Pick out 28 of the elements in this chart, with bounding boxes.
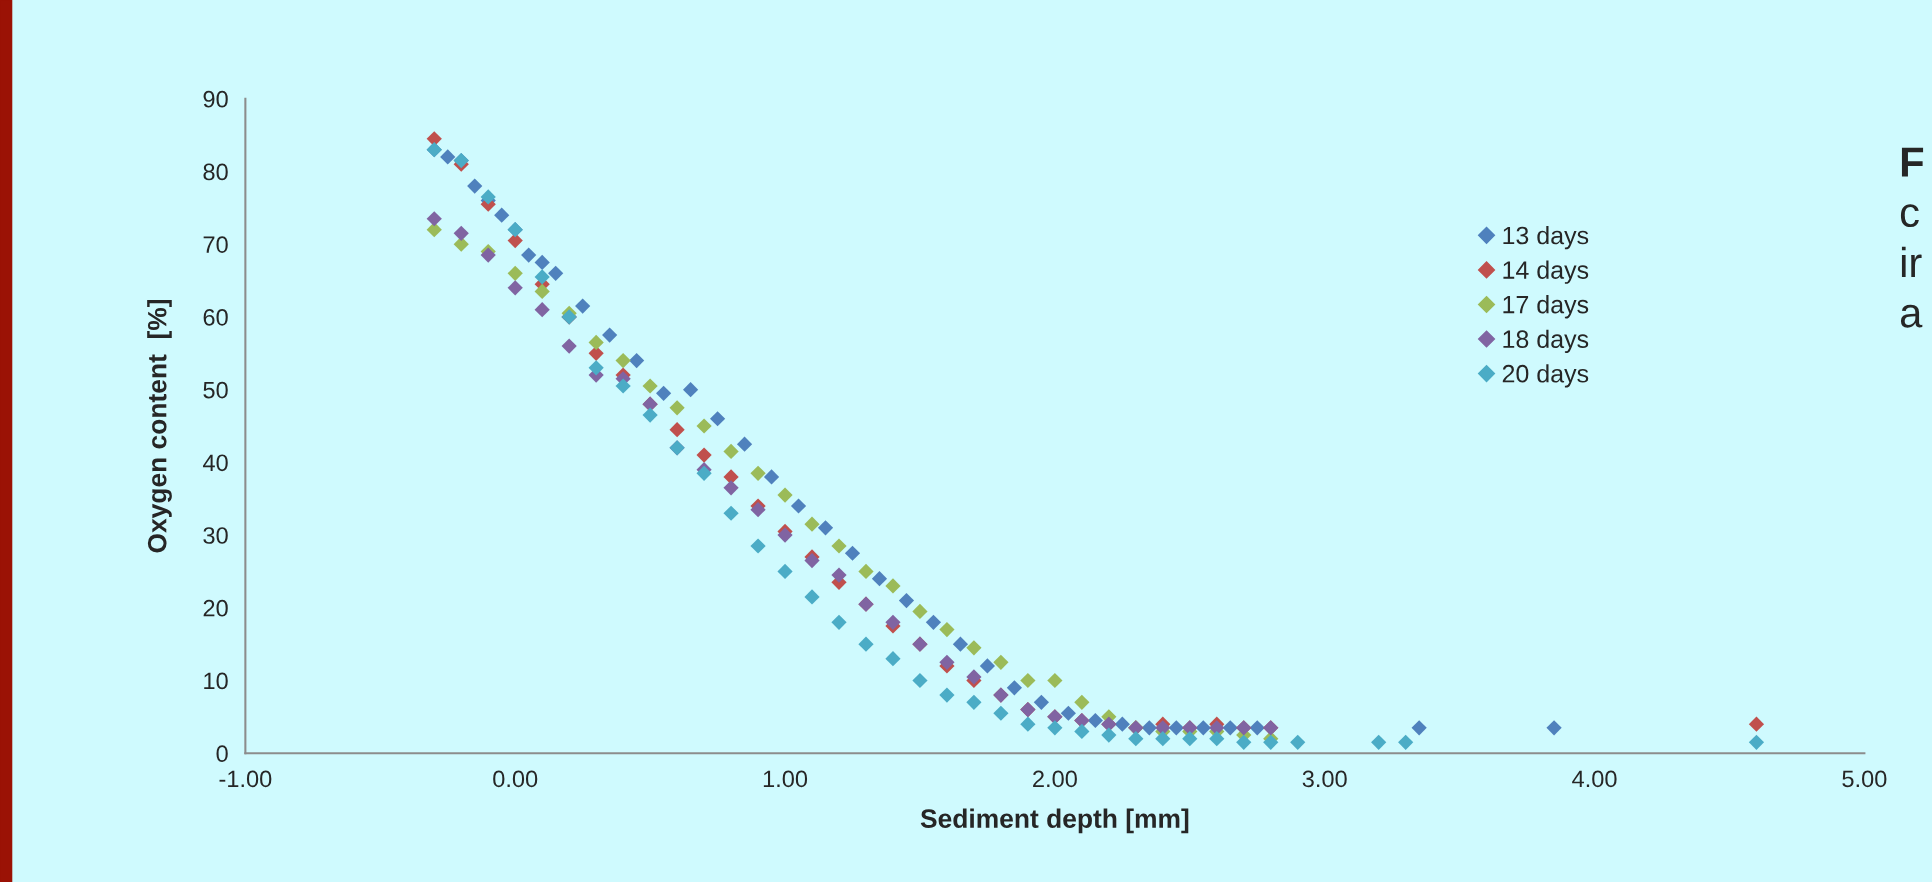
legend-label: 13 days: [1503, 226, 1589, 250]
y-tick-label: 60: [203, 309, 228, 326]
legend-label: 14 days: [1503, 260, 1589, 284]
y-tick-label: 10: [204, 672, 228, 690]
legend-label: 17 days: [1503, 295, 1589, 319]
x-tick-label: 5.00: [1842, 770, 1887, 788]
x-axis-title: Sediment depth [mm]: [920, 808, 1189, 834]
x-tick-label: 2.00: [1033, 770, 1077, 788]
x-tick-label: 0.00: [493, 770, 538, 788]
x-tick-label: 3.00: [1302, 770, 1347, 788]
text: a: [1900, 304, 1923, 328]
text: c: [1900, 204, 1919, 228]
y-tick-label: 0: [216, 745, 228, 763]
y-tick-label: 20: [203, 599, 228, 617]
y-tick-label: 80: [203, 163, 228, 181]
x-tick-label: -1.00: [219, 770, 272, 788]
y-axis-title: Oxygen content [%]: [147, 299, 172, 553]
y-tick-label: 50: [203, 381, 228, 399]
y-tick-label: 70: [203, 236, 228, 253]
legend-label: 20 days: [1502, 364, 1589, 388]
legend-label: 18 days: [1503, 329, 1589, 353]
x-tick-label: 1.00: [763, 770, 808, 788]
y-tick-label: 30: [203, 527, 228, 544]
text: F: [1901, 147, 1924, 177]
x-tick-label: 4.00: [1572, 770, 1617, 788]
y-tick-label: 40: [202, 454, 228, 472]
text: ir: [1901, 246, 1922, 277]
y-tick-label: 90: [203, 90, 228, 108]
